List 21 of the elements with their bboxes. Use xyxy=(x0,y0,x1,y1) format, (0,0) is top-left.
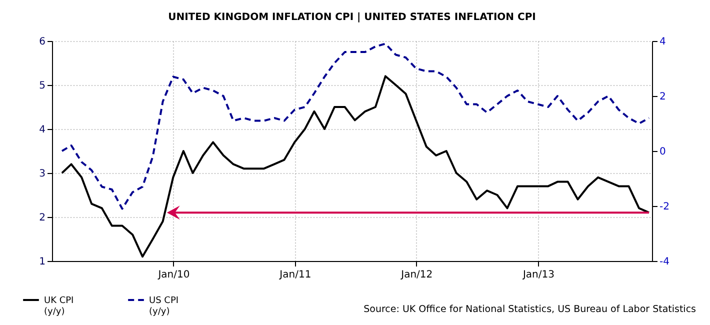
y-tick-label: 1 xyxy=(39,256,46,268)
source-note: Source: UK Office for National Statistics, US Bureau of Labor Statistics xyxy=(364,304,696,315)
y-tick-label: 4 xyxy=(39,124,46,136)
y-tick-label: 5 xyxy=(39,80,46,92)
y2-tick-label: 2 xyxy=(660,92,666,102)
legend-label: US CPI (y/y) xyxy=(149,296,179,317)
line-series xyxy=(60,42,650,210)
y-tick-label: 3 xyxy=(39,168,46,180)
legend-label: UK CPI (y/y) xyxy=(44,296,74,317)
y2-tick-label: -2 xyxy=(660,202,670,212)
y-tick-label: 2 xyxy=(39,212,46,224)
x-tick-label: Jan/13 xyxy=(522,270,554,280)
chart-title: UNITED KINGDOM INFLATION CPI | UNITED STATES INFLATION CPI xyxy=(168,12,536,23)
y2-tick-label: 4 xyxy=(660,36,666,48)
x-tick-label: Jan/10 xyxy=(157,270,190,280)
y2-tick-label: 0 xyxy=(660,146,666,158)
x-tick-label: Jan/12 xyxy=(400,270,433,280)
y2-tick-label: -4 xyxy=(660,256,670,268)
line-series xyxy=(60,75,650,258)
y-tick-label: 6 xyxy=(39,36,46,48)
x-tick-label: Jan/11 xyxy=(278,270,312,280)
